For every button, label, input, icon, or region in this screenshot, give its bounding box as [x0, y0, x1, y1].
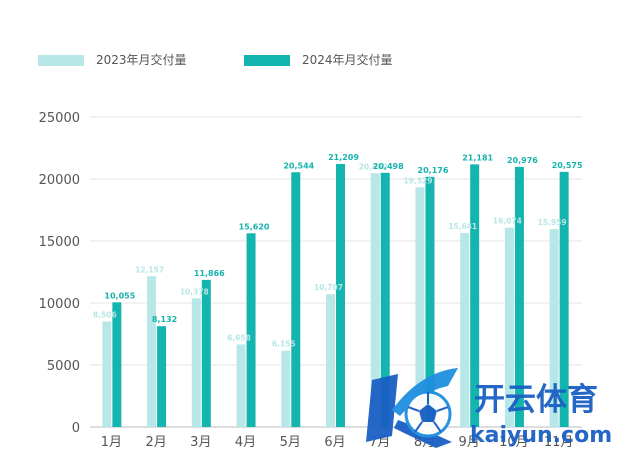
- x-category-label: 6月: [324, 435, 345, 450]
- x-category-label: 9月: [459, 435, 480, 450]
- y-tick-label: 15000: [39, 235, 80, 250]
- value-label-2023: 10,707: [314, 283, 343, 292]
- value-label-2024: 20,976: [507, 156, 538, 165]
- legend-swatch-2024: [244, 55, 290, 66]
- y-axis: 0 5000 10000 15000 20000 25000: [39, 111, 80, 436]
- value-label-2023: 15,641: [448, 222, 477, 231]
- bar-2023: [147, 276, 157, 427]
- watermark-subtitle: kaiyun.com: [470, 423, 612, 448]
- bar-2024: [425, 176, 435, 427]
- watermark-title: 开云体育: [474, 382, 598, 418]
- y-tick-label: 20000: [39, 173, 80, 188]
- bar-2023: [281, 350, 291, 427]
- k-soccer-ball-logo: [366, 368, 458, 448]
- bar-2024: [470, 164, 480, 428]
- bar-2024: [201, 279, 211, 427]
- bars: [102, 164, 569, 428]
- value-label-2024: 20,176: [418, 166, 449, 175]
- x-category-label: 10月: [499, 435, 529, 450]
- y-tick-label: 0: [72, 421, 80, 436]
- bar-2024: [112, 302, 122, 427]
- value-label-2023: 6,658: [227, 333, 251, 342]
- bar-2023: [191, 298, 201, 427]
- value-label-2024: 11,866: [194, 269, 225, 278]
- bar-2024: [559, 171, 569, 427]
- value-label-2023: 20,462: [359, 162, 388, 171]
- x-category-label: 3月: [190, 435, 211, 450]
- value-label-2023: 16,074: [493, 217, 522, 226]
- bar-2023: [326, 294, 335, 427]
- value-label-2023: 12,157: [135, 265, 164, 274]
- bar-2024: [291, 172, 301, 427]
- bar-2024: [336, 164, 345, 427]
- bar-2023: [415, 187, 425, 427]
- bar-2024: [157, 326, 167, 427]
- value-label-2024: 10,055: [104, 291, 135, 300]
- value-label-2024: 8,132: [152, 315, 177, 324]
- value-label-2023: 8,506: [93, 311, 117, 320]
- value-labels: 8,506 10,055 12,157 8,132 10,378 11,866 6,658 1…: [93, 153, 583, 349]
- value-label-2023: 10,378: [180, 287, 209, 296]
- x-category-label: 2月: [145, 435, 166, 450]
- value-label-2024: 20,498: [373, 162, 404, 171]
- y-tick-label: 25000: [39, 111, 80, 126]
- legend: 2023年月交付量 2024年月交付量: [38, 52, 393, 67]
- value-label-2023: 19,329: [403, 176, 432, 185]
- bar-2024: [380, 172, 390, 427]
- x-axis: 1月2月3月4月5月6月7月8月9月10月11月: [101, 435, 574, 450]
- watermark-logo: 开云体育 kaiyun.com: [366, 368, 612, 448]
- bar-2023: [549, 229, 559, 427]
- value-label-2024: 20,544: [283, 161, 314, 170]
- value-label-2024: 21,181: [462, 153, 493, 162]
- value-label-2024: 21,209: [328, 153, 359, 162]
- y-tick-label: 5000: [47, 359, 80, 374]
- value-label-2024: 20,575: [552, 161, 583, 170]
- legend-swatch-2023: [38, 55, 84, 66]
- legend-label-2024: 2024年月交付量: [302, 52, 393, 67]
- legend-label-2023: 2023年月交付量: [96, 52, 187, 67]
- bar-2023: [102, 321, 112, 427]
- bar-2023: [370, 173, 380, 427]
- bar-2023: [236, 344, 246, 427]
- bar-2024: [514, 166, 524, 428]
- x-category-label: 11月: [544, 435, 574, 450]
- bar-2023: [504, 227, 514, 427]
- value-label-2023: 6,155: [272, 340, 296, 349]
- bar-2023: [460, 233, 470, 427]
- x-category-label: 1月: [101, 435, 122, 450]
- x-category-label: 4月: [235, 435, 256, 450]
- value-label-2023: 15,959: [538, 218, 567, 227]
- bar-2024: [246, 233, 256, 427]
- value-label-2024: 15,620: [239, 222, 270, 231]
- y-tick-label: 10000: [39, 297, 80, 312]
- x-category-label: 5月: [280, 435, 301, 450]
